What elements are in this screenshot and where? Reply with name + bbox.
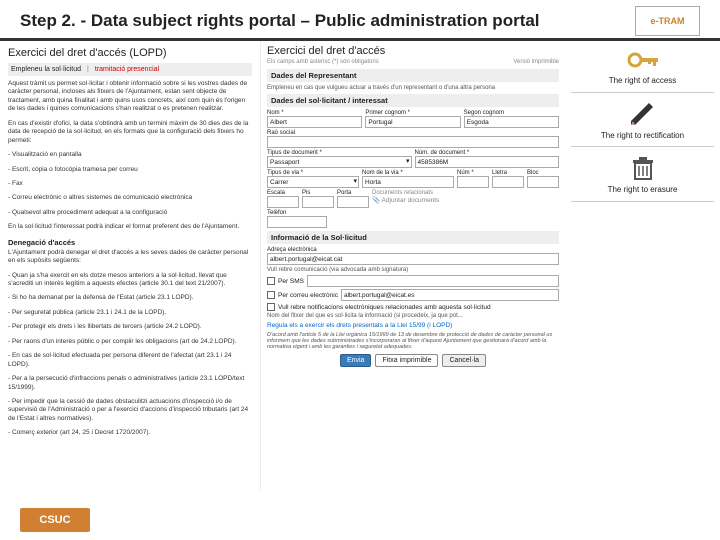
cognom2-input[interactable]: Esgoda bbox=[464, 116, 559, 128]
left-panel: Exercici del dret d'accés (LOPD) Emplene… bbox=[0, 41, 260, 491]
presencial-link[interactable]: tramitació presencial bbox=[95, 66, 159, 73]
form-heading: Exercici del dret d'accés bbox=[267, 45, 559, 57]
envia-button[interactable]: Envia bbox=[340, 354, 372, 367]
rao-input[interactable] bbox=[267, 136, 559, 148]
tipdoc-select[interactable]: Passaport bbox=[267, 156, 412, 168]
intro-text: Aquest tràmit us permet sol·licitar i ob… bbox=[8, 80, 252, 114]
nom-input[interactable]: Albert bbox=[267, 116, 362, 128]
sms-input[interactable] bbox=[307, 275, 559, 287]
key-icon bbox=[625, 46, 661, 74]
escala-input[interactable] bbox=[267, 196, 299, 208]
rights-panel: The right of access The right to rectifi… bbox=[565, 41, 720, 491]
right-erasure: The right to erasure bbox=[571, 155, 714, 202]
csuc-logo: CSUC bbox=[20, 508, 90, 532]
sms-checkbox[interactable] bbox=[267, 277, 275, 285]
section-info: Informació de la Sol·licitud bbox=[267, 231, 559, 244]
imprimible-button[interactable]: Fitxa imprimible bbox=[375, 354, 438, 367]
tipvia-select[interactable]: Carrer bbox=[267, 176, 359, 188]
page-title: Step 2. - Data subject rights portal – P… bbox=[20, 11, 635, 31]
form-panel: Exercici del dret d'accés Els camps amb … bbox=[260, 41, 565, 491]
bloc-input[interactable] bbox=[527, 176, 559, 188]
left-heading: Exercici del dret d'accés (LOPD) bbox=[8, 47, 252, 59]
numdoc-input[interactable]: 4585386M bbox=[415, 156, 560, 168]
right-rectification: The right to rectification bbox=[571, 101, 714, 148]
section-solicitant: Dades del sol·licitant / interessat bbox=[267, 94, 559, 107]
print-link[interactable]: Versió imprimible bbox=[513, 59, 559, 65]
cognom1-input[interactable]: Portugal bbox=[365, 116, 460, 128]
regula-link[interactable]: Regula els a exercir els drets presentat… bbox=[267, 322, 559, 329]
email-checkbox[interactable] bbox=[267, 291, 275, 299]
toolbar: Empleneu la sol·licitud | tramitació pre… bbox=[8, 63, 252, 76]
tel-input[interactable] bbox=[267, 216, 327, 228]
notif-checkbox[interactable] bbox=[267, 303, 275, 311]
pen-icon bbox=[625, 101, 661, 129]
email-input[interactable]: albert.portugal@eicat.cat bbox=[267, 253, 559, 265]
num-input[interactable] bbox=[457, 176, 489, 188]
pis-input[interactable] bbox=[302, 196, 334, 208]
email2-input[interactable]: albert.portugal@eicat.es bbox=[341, 289, 559, 301]
lletra-input[interactable] bbox=[492, 176, 524, 188]
etram-logo: e-TRAM bbox=[635, 6, 700, 36]
right-access: The right of access bbox=[571, 46, 714, 93]
cancel-button[interactable]: Cancel·la bbox=[442, 354, 486, 367]
porta-input[interactable] bbox=[337, 196, 369, 208]
section-representant: Dades del Representant bbox=[267, 69, 559, 82]
trash-icon bbox=[625, 155, 661, 183]
adjuntar-link[interactable]: 📎 Adjuntar documents bbox=[372, 196, 559, 204]
nomvia-input[interactable]: Horta bbox=[362, 176, 454, 188]
